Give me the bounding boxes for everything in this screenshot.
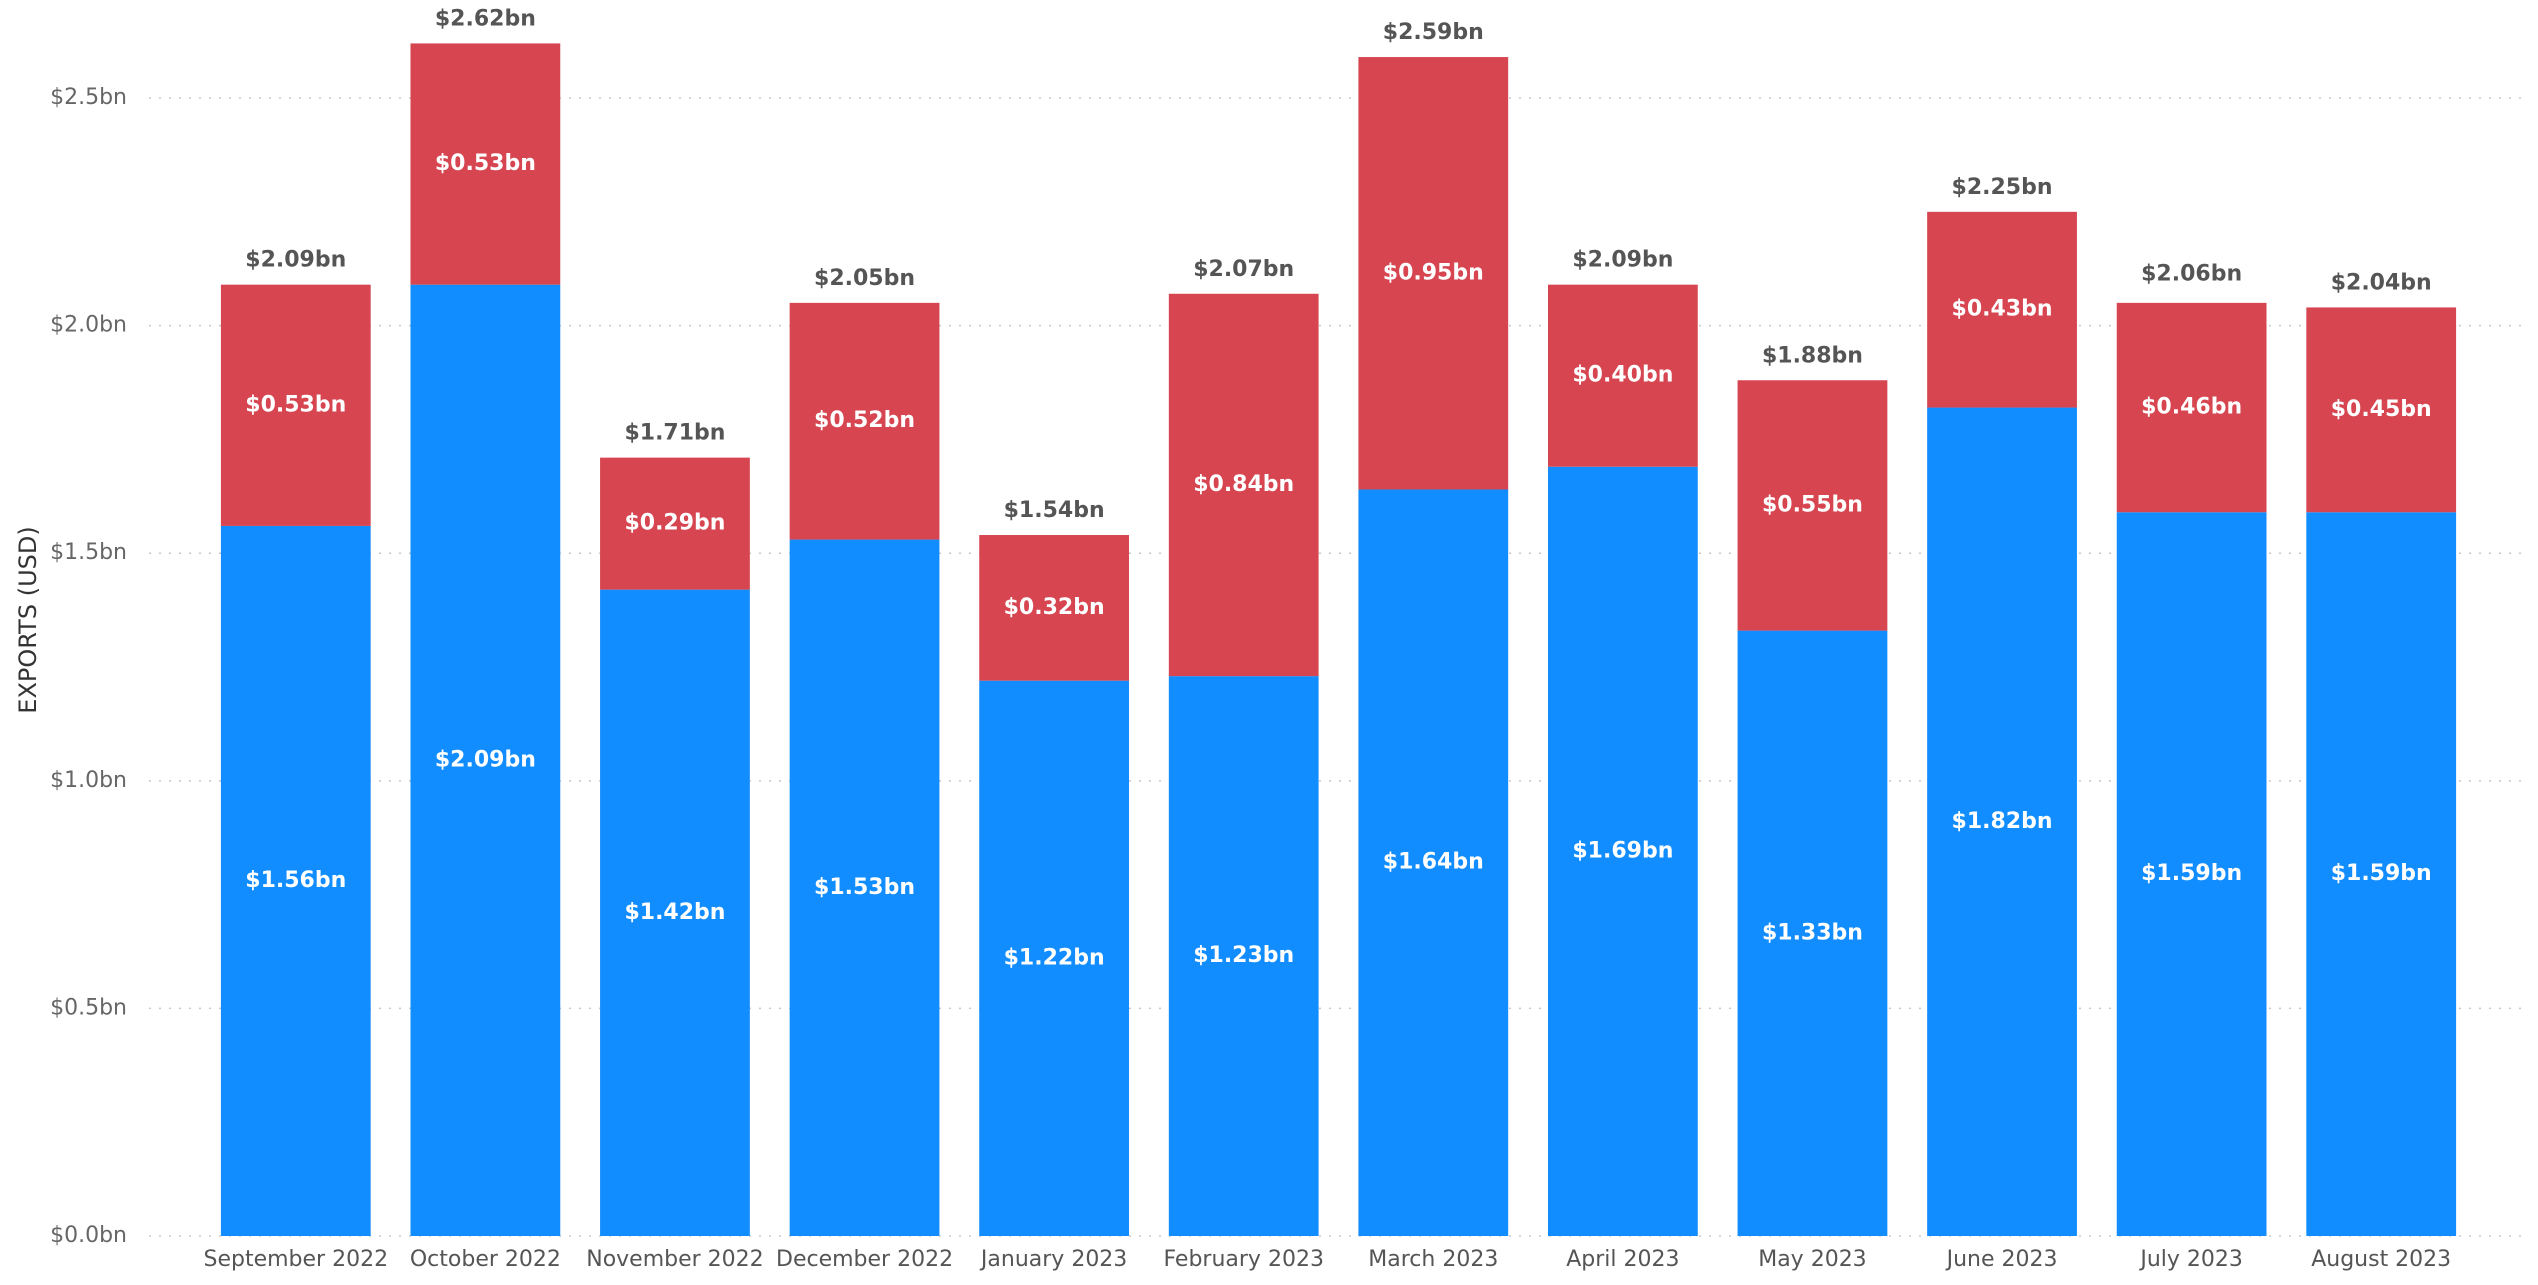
- bar-segment: [410, 284, 561, 1236]
- x-tick-label: June 2023: [1945, 1247, 2058, 1272]
- bar-segment: [1547, 284, 1698, 467]
- bar-segment: [410, 43, 561, 285]
- data-label: $0.32bn: [1004, 595, 1105, 620]
- x-tick-label: May 2023: [1758, 1247, 1866, 1272]
- data-label: $0.40bn: [1572, 363, 1673, 388]
- data-label: $1.64bn: [1383, 850, 1484, 875]
- bar-segment: [1927, 407, 2077, 1236]
- x-tick-label: March 2023: [1368, 1247, 1498, 1272]
- total-label: $1.88bn: [1762, 343, 1863, 368]
- data-label: $1.59bn: [2331, 861, 2432, 886]
- y-tick-label: $2.0bn: [50, 313, 127, 338]
- data-label: $0.95bn: [1383, 260, 1484, 285]
- data-label: $1.82bn: [1952, 809, 2053, 834]
- bar-segment: [2306, 307, 2457, 513]
- data-label: $0.45bn: [2331, 397, 2432, 422]
- data-label: $0.53bn: [245, 392, 346, 417]
- data-label: $0.84bn: [1193, 472, 1294, 497]
- total-label: $2.09bn: [1572, 248, 1673, 273]
- x-tick-label: January 2023: [979, 1247, 1127, 1272]
- total-label: $1.71bn: [624, 421, 725, 446]
- data-label: $0.46bn: [2141, 395, 2242, 420]
- bar-segment: [1168, 676, 1319, 1236]
- total-label: $1.54bn: [1004, 498, 1105, 523]
- bar-segment: [1358, 489, 1509, 1236]
- bar-segment: [600, 589, 750, 1236]
- bar-segment: [220, 525, 371, 1236]
- bar-segment: [789, 302, 940, 540]
- total-label: $2.06bn: [2141, 261, 2242, 286]
- data-label: $1.53bn: [814, 875, 915, 900]
- y-axis-title: EXPORTS (USD): [14, 526, 42, 713]
- data-label: $0.52bn: [814, 408, 915, 433]
- bar-segment: [220, 284, 371, 526]
- total-label: $2.07bn: [1193, 257, 1294, 282]
- data-label: $1.23bn: [1193, 943, 1294, 968]
- y-tick-label: $1.0bn: [50, 768, 127, 793]
- x-tick-label: October 2022: [410, 1247, 561, 1272]
- bar-segment: [2116, 512, 2267, 1236]
- data-label: $0.53bn: [435, 151, 536, 176]
- total-label: $2.09bn: [245, 248, 346, 273]
- total-label: $2.05bn: [814, 266, 915, 291]
- y-tick-label: $0.5bn: [50, 995, 127, 1020]
- total-label: $2.59bn: [1383, 20, 1484, 45]
- total-label: $2.25bn: [1952, 175, 2053, 200]
- bar-segment: [979, 535, 1130, 681]
- total-label: $2.62bn: [435, 6, 536, 31]
- x-tick-label: August 2023: [2311, 1247, 2451, 1272]
- bar-segment: [979, 680, 1130, 1236]
- total-label: $2.04bn: [2331, 270, 2432, 295]
- bar-segment: [2306, 512, 2457, 1236]
- x-tick-label: July 2023: [2138, 1247, 2243, 1272]
- x-tick-label: November 2022: [586, 1247, 763, 1272]
- bar-segment: [600, 457, 750, 590]
- bar-segment: [2116, 302, 2267, 513]
- data-label: $1.56bn: [245, 868, 346, 893]
- data-label: $2.09bn: [435, 747, 536, 772]
- y-tick-label: $1.5bn: [50, 540, 127, 565]
- data-label: $0.29bn: [624, 511, 725, 536]
- y-tick-label: $2.5bn: [50, 85, 127, 110]
- data-label: $1.69bn: [1572, 838, 1673, 863]
- bar-segment: [1927, 211, 2077, 408]
- x-tick-label: December 2022: [776, 1247, 953, 1272]
- data-label: $1.22bn: [1004, 945, 1105, 970]
- data-label: $1.42bn: [624, 900, 725, 925]
- data-label: $1.59bn: [2141, 861, 2242, 886]
- x-tick-label: September 2022: [203, 1247, 388, 1272]
- bar-segment: [1547, 466, 1698, 1236]
- bar-segment: [1358, 57, 1509, 490]
- bar-segment: [1737, 630, 1888, 1236]
- data-label: $1.33bn: [1762, 920, 1863, 945]
- bar-segment: [789, 539, 940, 1236]
- data-label: $0.55bn: [1762, 492, 1863, 517]
- bar-segment: [1168, 293, 1319, 677]
- y-tick-label: $0.0bn: [50, 1223, 127, 1248]
- data-label: $0.43bn: [1952, 297, 2053, 322]
- bar-segment: [1737, 380, 1888, 631]
- x-tick-label: February 2023: [1163, 1247, 1323, 1272]
- x-tick-label: April 2023: [1566, 1247, 1679, 1272]
